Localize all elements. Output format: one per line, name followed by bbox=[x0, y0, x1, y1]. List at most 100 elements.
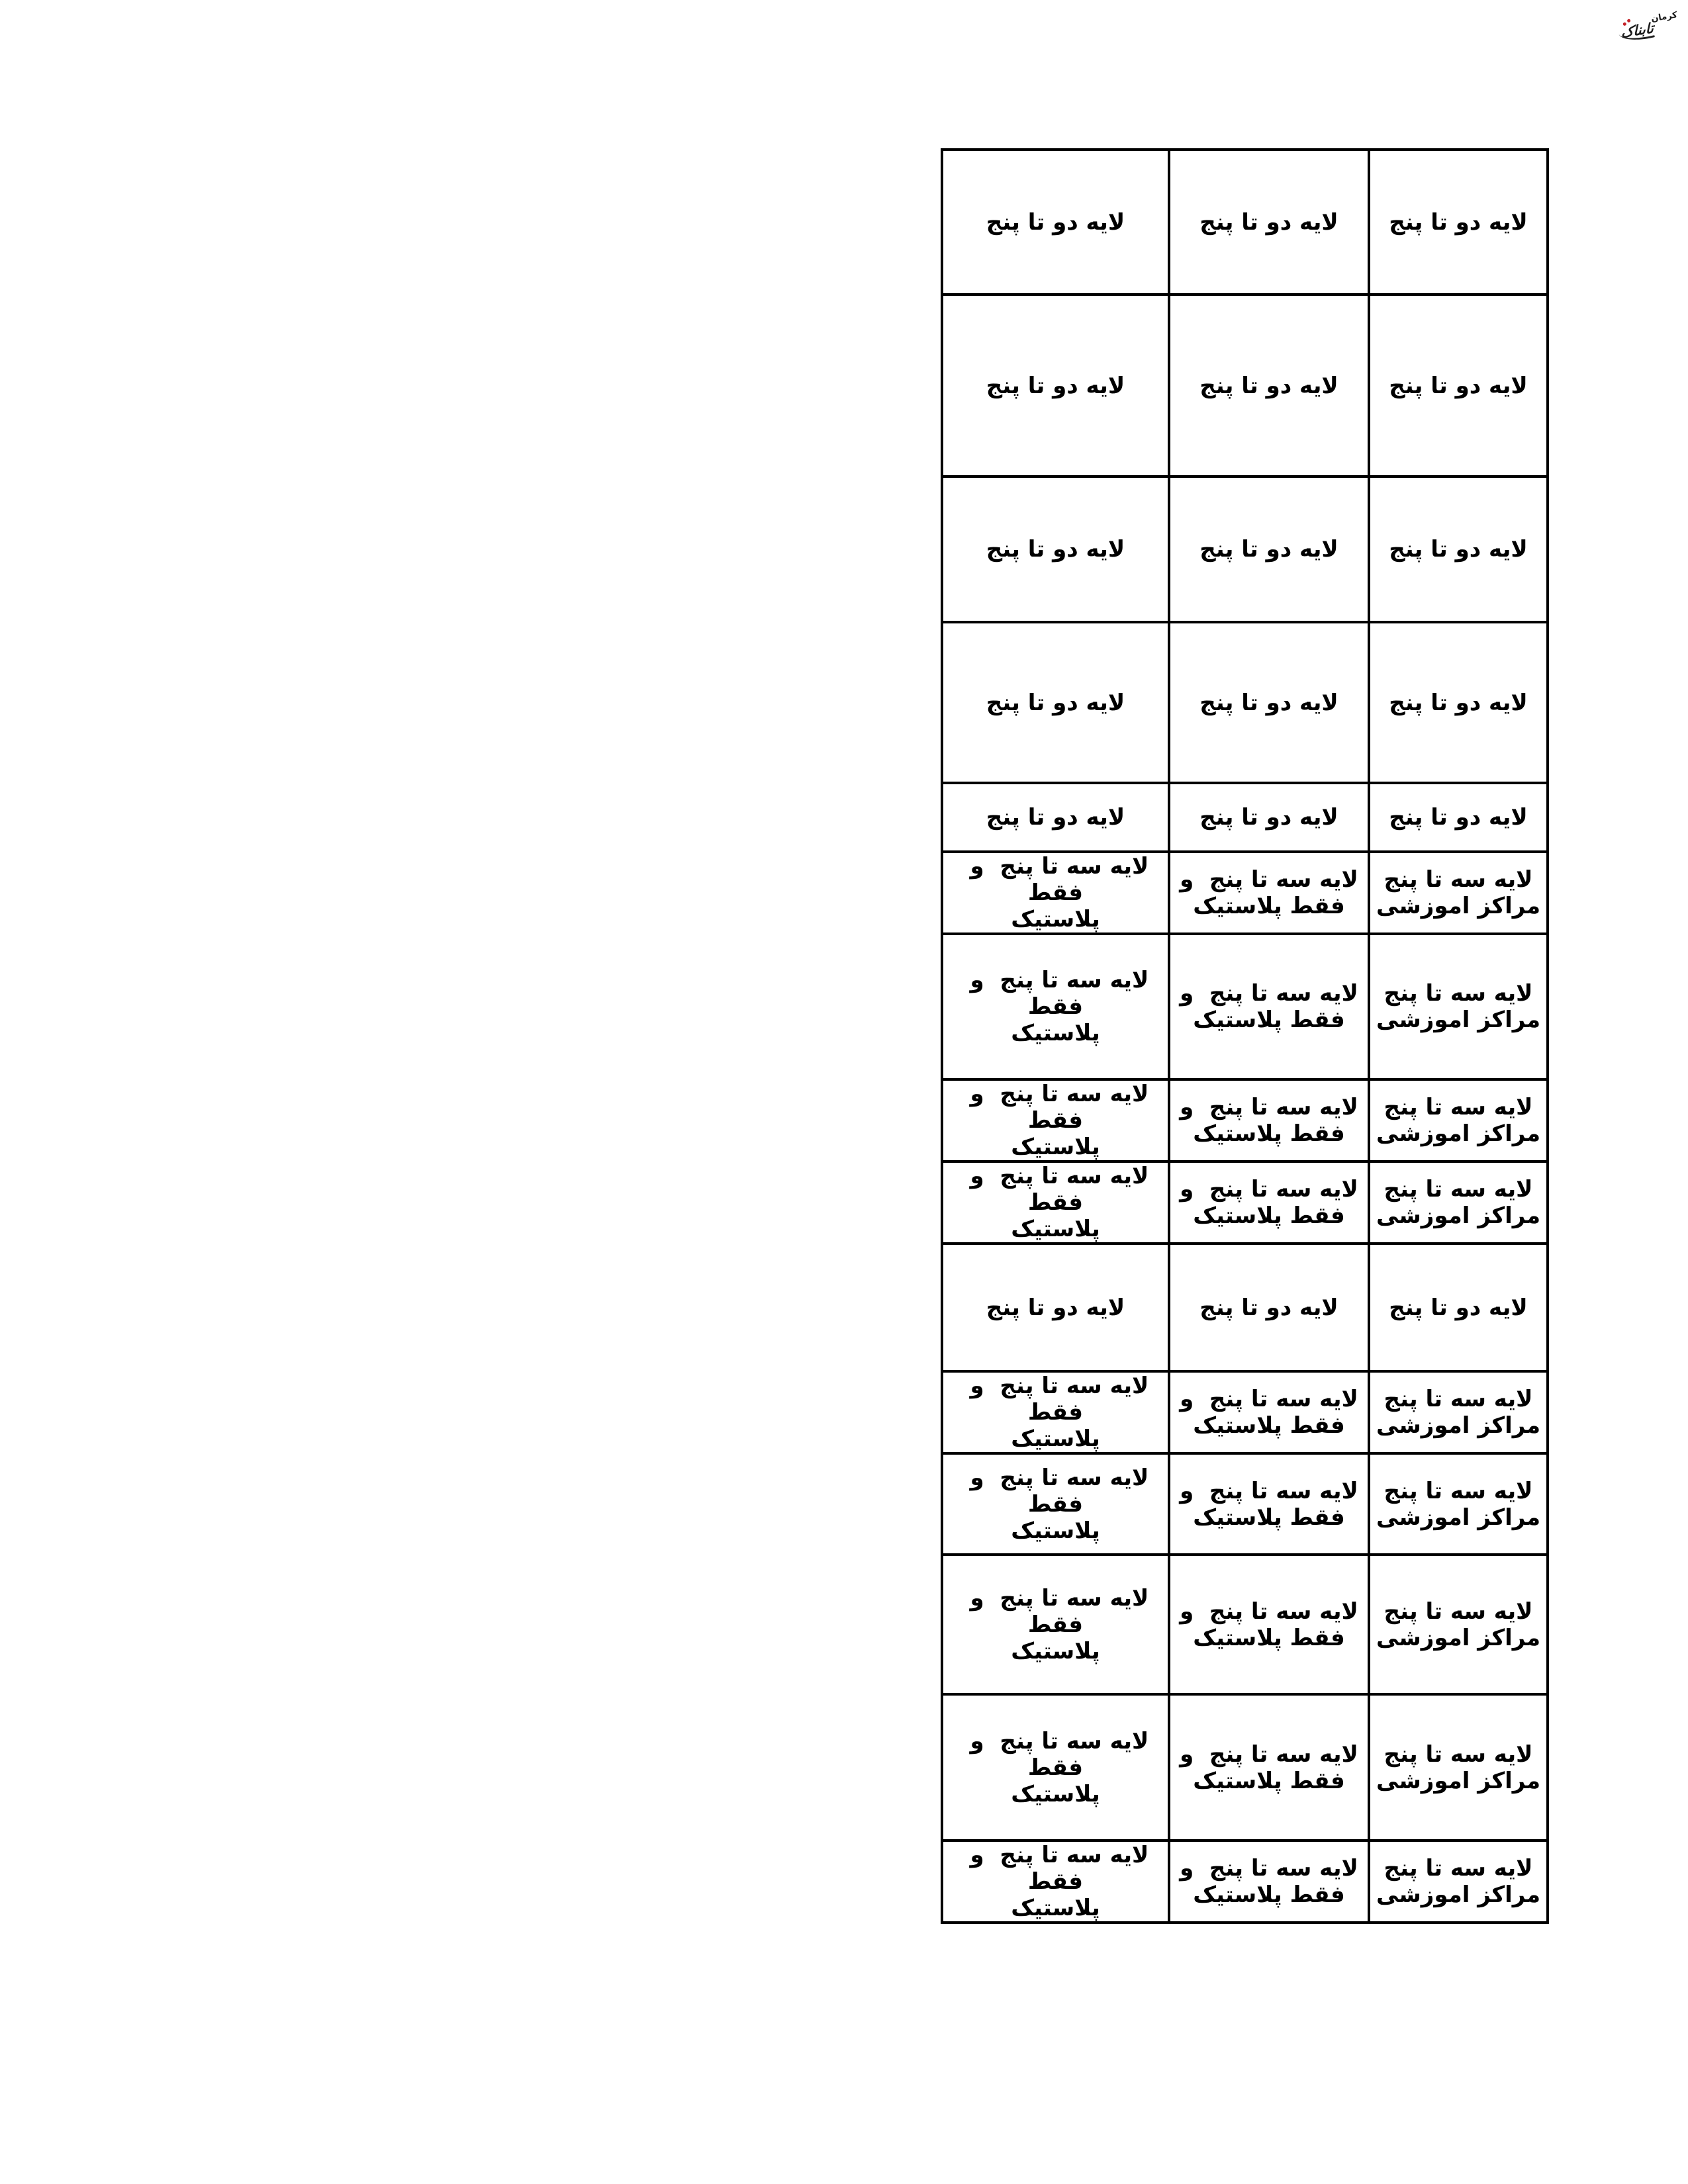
cell-line: لایه سه تا پنج bbox=[1383, 1386, 1533, 1412]
table-cell: لایه سه تا پنج مراکز اموزشی bbox=[1368, 1553, 1549, 1696]
table-cell: لایه دو تا پنج bbox=[1168, 475, 1370, 623]
table-cell: لایه سه تا پنج و فقط پلاستیک bbox=[941, 1693, 1170, 1842]
logo-kerman-text: کرمان bbox=[1650, 10, 1678, 24]
cell-line: مراکز اموزشی bbox=[1376, 1120, 1541, 1147]
table-cell: لایه دو تا پنج bbox=[1368, 475, 1549, 623]
cell-line: لایه دو تا پنج bbox=[986, 208, 1125, 236]
cell-line: لایه سه تا پنج و فقط bbox=[962, 1584, 1149, 1638]
cell-line: لایه سه تا پنج و bbox=[1180, 1176, 1358, 1203]
table-cell: لایه دو تا پنج bbox=[941, 782, 1170, 853]
cell-line: فقط پلاستیک bbox=[1193, 1882, 1345, 1908]
cell-line: لایه سه تا پنج و فقط bbox=[962, 1727, 1149, 1781]
cell-line: فقط پلاستیک bbox=[1193, 1120, 1345, 1147]
cell-line: لایه سه تا پنج bbox=[1383, 1598, 1533, 1625]
cell-line: لایه سه تا پنج و bbox=[1180, 1094, 1358, 1120]
table-row: لایه سه تا پنج و فقط پلاستیک لایه سه تا پن… bbox=[941, 933, 1549, 1081]
cell-line: فقط پلاستیک bbox=[1193, 1412, 1345, 1439]
table-cell: لایه سه تا پنج و فقط پلاستیک bbox=[1168, 933, 1370, 1081]
table-cell: لایه سه تا پنج مراکز اموزشی bbox=[1368, 850, 1549, 935]
cell-line: لایه سه تا پنج bbox=[1383, 866, 1533, 893]
table-cell: لایه سه تا پنج و فقط پلاستیک bbox=[941, 1078, 1170, 1163]
cell-line: پلاستیک bbox=[1011, 1780, 1100, 1807]
table-row: لایه سه تا پنج و فقط پلاستیک لایه سه تا پن… bbox=[941, 1160, 1549, 1245]
cell-line: فقط پلاستیک bbox=[1193, 1007, 1345, 1033]
table-cell: لایه سه تا پنج و فقط پلاستیک bbox=[941, 1553, 1170, 1696]
cell-line: مراکز اموزشی bbox=[1376, 1767, 1541, 1794]
cell-line: لایه سه تا پنج bbox=[1383, 980, 1533, 1007]
table-cell: لایه سه تا پنج و فقط پلاستیک bbox=[1168, 1160, 1370, 1245]
table-cell: لایه دو تا پنج bbox=[941, 1242, 1170, 1373]
table-cell: لایه سه تا پنج و فقط پلاستیک bbox=[1168, 1370, 1370, 1455]
cell-line: لایه سه تا پنج و فقط bbox=[962, 1081, 1149, 1134]
table-cell: لایه دو تا پنج bbox=[1368, 1242, 1549, 1373]
cell-line: لایه سه تا پنج و bbox=[1180, 980, 1358, 1007]
table-cell: لایه دو تا پنج bbox=[1168, 293, 1370, 478]
cell-line: پلاستیک bbox=[1011, 1426, 1100, 1452]
cell-line: پلاستیک bbox=[1011, 906, 1100, 933]
cell-line: لایه سه تا پنج bbox=[1383, 1855, 1533, 1882]
cell-line: لایه سه تا پنج bbox=[1383, 1094, 1533, 1120]
cell-line: لایه سه تا پنج و bbox=[1180, 866, 1358, 893]
table-cell: لایه سه تا پنج و فقط پلاستیک bbox=[1168, 850, 1370, 935]
cell-line: مراکز اموزشی bbox=[1376, 1504, 1541, 1531]
cell-line: لایه دو تا پنج bbox=[1389, 208, 1528, 236]
table-cell: لایه دو تا پنج bbox=[1368, 621, 1549, 784]
table-cell: لایه دو تا پنج bbox=[1168, 621, 1370, 784]
cell-line: فقط پلاستیک bbox=[1193, 1203, 1345, 1229]
table-row: لایه دو تا پنج لایه دو تا پنج لایه دو تا پ… bbox=[941, 621, 1549, 784]
cell-line: لایه دو تا پنج bbox=[986, 372, 1125, 399]
cell-line: لایه دو تا پنج bbox=[1199, 208, 1338, 236]
cell-line: مراکز اموزشی bbox=[1376, 1624, 1541, 1651]
table-cell: لایه سه تا پنج مراکز اموزشی bbox=[1368, 1452, 1549, 1556]
table-row: لایه سه تا پنج و فقط پلاستیک لایه سه تا پن… bbox=[941, 1839, 1549, 1924]
cell-line: مراکز اموزشی bbox=[1376, 893, 1541, 919]
cell-line: لایه سه تا پنج و bbox=[1180, 1477, 1358, 1504]
cell-line: مراکز اموزشی bbox=[1376, 1882, 1541, 1908]
table-cell: لایه سه تا پنج مراکز اموزشی bbox=[1368, 1160, 1549, 1245]
table-cell: لایه سه تا پنج و فقط پلاستیک bbox=[941, 1370, 1170, 1455]
table-row: لایه دو تا پنج لایه دو تا پنج لایه دو تا پ… bbox=[941, 1242, 1549, 1373]
table-row: لایه دو تا پنج لایه دو تا پنج لایه دو تا پ… bbox=[941, 782, 1549, 853]
cell-line: لایه دو تا پنج bbox=[1389, 536, 1528, 563]
cell-line: پلاستیک bbox=[1011, 1895, 1100, 1921]
table-cell: لایه دو تا پنج bbox=[1368, 782, 1549, 853]
table-cell: لایه دو تا پنج bbox=[941, 293, 1170, 478]
table-cell: لایه سه تا پنج مراکز اموزشی bbox=[1368, 1693, 1549, 1842]
table-cell: لایه سه تا پنج مراکز اموزشی bbox=[1368, 1839, 1549, 1924]
table-cell: لایه دو تا پنج bbox=[1368, 148, 1549, 296]
cell-line: مراکز اموزشی bbox=[1376, 1412, 1541, 1439]
cell-line: مراکز اموزشی bbox=[1376, 1007, 1541, 1033]
cell-line: لایه دو تا پنج bbox=[1389, 689, 1528, 716]
cell-line: لایه دو تا پنج bbox=[1199, 689, 1338, 716]
cell-line: پلاستیک bbox=[1011, 1134, 1100, 1160]
table-row: لایه دو تا پنج لایه دو تا پنج لایه دو تا پ… bbox=[941, 293, 1549, 478]
cell-line: فقط پلاستیک bbox=[1193, 1504, 1345, 1531]
cell-line: لایه دو تا پنج bbox=[1389, 804, 1528, 831]
table-cell: لایه سه تا پنج مراکز اموزشی bbox=[1368, 1078, 1549, 1163]
cell-line: لایه سه تا پنج و فقط bbox=[962, 853, 1149, 906]
table-cell: لایه سه تا پنج و فقط پلاستیک bbox=[1168, 1452, 1370, 1556]
cell-line: لایه سه تا پنج bbox=[1383, 1176, 1533, 1203]
cell-line: لایه دو تا پنج bbox=[986, 1294, 1125, 1321]
table-cell: لایه سه تا پنج مراکز اموزشی bbox=[1368, 1370, 1549, 1455]
cell-line: پلاستیک bbox=[1011, 1216, 1100, 1242]
cell-line: لایه سه تا پنج و فقط bbox=[962, 1842, 1149, 1895]
table-cell: لایه دو تا پنج bbox=[941, 621, 1170, 784]
cell-line: لایه دو تا پنج bbox=[1199, 804, 1338, 831]
table-row: لایه سه تا پنج و فقط پلاستیک لایه سه تا پن… bbox=[941, 1078, 1549, 1163]
cell-line: پلاستیک bbox=[1011, 1517, 1100, 1544]
cell-line: لایه سه تا پنج و فقط bbox=[962, 967, 1149, 1020]
cell-line: لایه دو تا پنج bbox=[1199, 1294, 1338, 1321]
table-cell: لایه سه تا پنج و فقط پلاستیک bbox=[941, 1452, 1170, 1556]
cell-line: مراکز اموزشی bbox=[1376, 1203, 1541, 1229]
tabnak-kerman-logo: کرمان تابناک bbox=[1618, 7, 1681, 46]
table-cell: لایه سه تا پنج و فقط پلاستیک bbox=[1168, 1078, 1370, 1163]
cell-line: لایه سه تا پنج و bbox=[1180, 1741, 1358, 1768]
cell-line: لایه دو تا پنج bbox=[1389, 372, 1528, 399]
table-cell: لایه سه تا پنج و فقط پلاستیک bbox=[1168, 1553, 1370, 1696]
cell-line: پلاستیک bbox=[1011, 1020, 1100, 1046]
cell-line: لایه دو تا پنج bbox=[986, 536, 1125, 563]
table-cell: لایه دو تا پنج bbox=[1168, 148, 1370, 296]
cell-line: لایه دو تا پنج bbox=[986, 804, 1125, 831]
